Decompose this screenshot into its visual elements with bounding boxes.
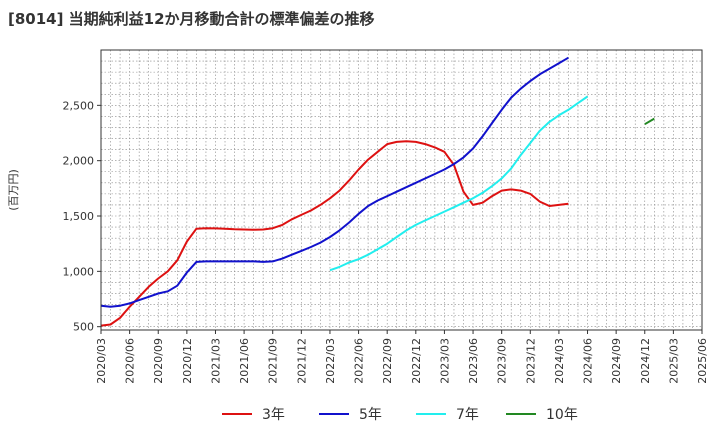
y-tick-label: 2,000 [63, 155, 95, 168]
x-tick-label: 2024/03 [553, 338, 566, 384]
x-tick-label: 2024/06 [582, 338, 595, 384]
y-axis-label: (百万円) [7, 169, 20, 211]
x-tick-label: 2023/09 [496, 338, 509, 384]
x-axis-ticks: 2020/03 2020/06 2020/09 2020/12 2021/03 2021/… [95, 330, 709, 384]
series-lines [100, 56, 655, 327]
y-axis-ticks: 500 1,000 1,500 2,000 2,500 [63, 99, 101, 334]
x-tick-label: 2020/12 [181, 338, 194, 384]
legend-label: 7年 [456, 407, 479, 423]
y-tick-label: 1,500 [63, 210, 95, 223]
legend-label: 10年 [546, 407, 578, 423]
series-line-5年 [100, 56, 569, 308]
x-tick-label: 2022/12 [410, 338, 423, 384]
x-tick-label: 2020/06 [124, 338, 137, 384]
x-tick-label: 2023/06 [467, 338, 480, 384]
x-tick-label: 2022/06 [353, 338, 366, 384]
x-tick-label: 2021/09 [267, 338, 280, 384]
x-tick-label: 2023/12 [524, 338, 537, 384]
x-tick-label: 2021/03 [209, 338, 222, 384]
x-tick-label: 2023/03 [438, 338, 451, 384]
x-tick-label: 2021/12 [295, 338, 308, 384]
x-tick-label: 2020/09 [152, 338, 165, 384]
x-tick-label: 2022/03 [324, 338, 337, 384]
y-tick-label: 2,500 [63, 99, 95, 112]
grid [100, 49, 703, 330]
x-tick-label: 2021/06 [238, 338, 251, 384]
series-line-7年 [329, 95, 589, 272]
legend-label: 3年 [262, 407, 285, 423]
series-line-3年 [100, 140, 569, 327]
x-tick-label: 2024/09 [610, 338, 623, 384]
legend-label: 5年 [359, 407, 382, 423]
y-tick-label: 1,000 [63, 265, 95, 278]
x-tick-label: 2020/03 [95, 338, 108, 384]
x-tick-label: 2025/03 [667, 338, 680, 384]
series-line-10年 [644, 117, 655, 126]
x-tick-label: 2024/12 [639, 338, 652, 384]
y-tick-label: 500 [73, 321, 94, 334]
plot-area-frame [100, 49, 703, 331]
x-tick-label: 2025/06 [696, 338, 709, 384]
x-tick-label: 2022/09 [381, 338, 394, 384]
legend: 3年 5年 7年 10年 [222, 407, 578, 423]
chart-title: [8014] 当期純利益12か月移動合計の標準偏差の推移 [8, 10, 375, 28]
